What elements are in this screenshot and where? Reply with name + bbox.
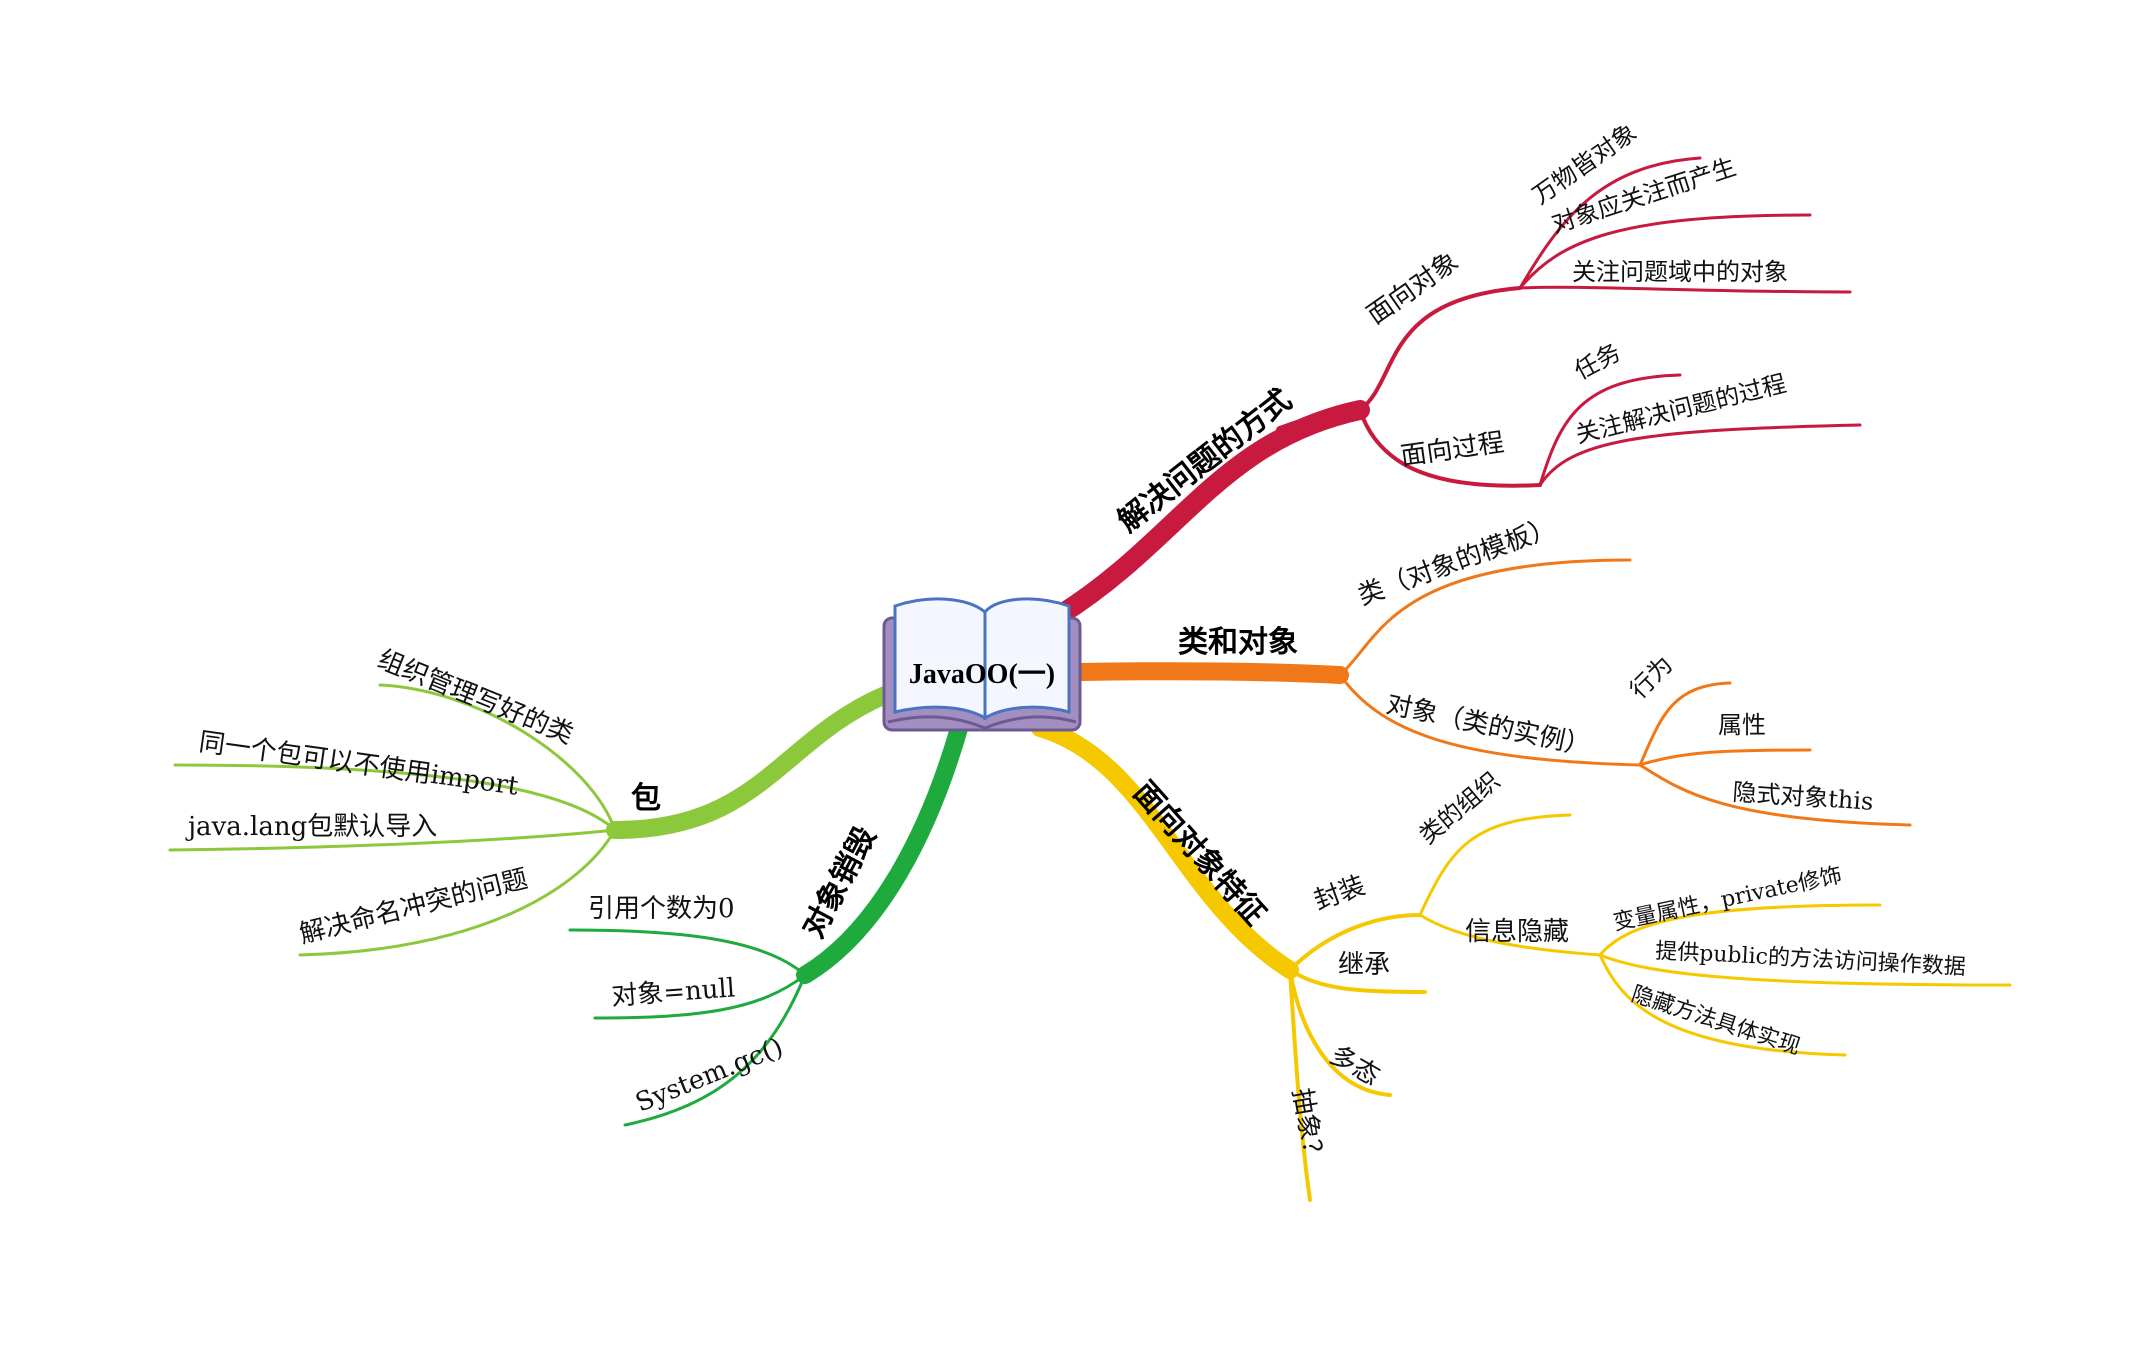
branch-solve-problem [1050,156,1862,625]
branch-class-stem [1338,558,1632,677]
leaf-line-encap-org [1418,813,1572,917]
main-topic-oo-features[interactable]: 面向对象特征 [1126,775,1272,932]
leaf-destroy-2[interactable]: 对象=null [610,973,736,1012]
topic-op[interactable]: 面向过程 [1399,428,1506,472]
topic-oo[interactable]: 面向对象 [1362,246,1464,330]
topic-abstraction[interactable]: 抽象？ [1286,1086,1329,1168]
leaf-obj-2[interactable]: 属性 [1718,711,1766,739]
branch-class-object [1071,558,1912,827]
open-book-icon [882,597,1082,732]
branch-class-object-trunk [1071,662,1349,684]
central-topic[interactable]: JavaOO(一) [882,597,1082,732]
leaf-line-destroy-1 [568,928,807,977]
leaf-line-obj-1 [1638,681,1732,767]
leaf-obj-1[interactable]: 行为 [1624,651,1678,705]
leaf-line-pkg-2 [173,763,617,832]
leaf-line-hide-1 [1598,903,1882,957]
leaf-line-oo-3 [1518,285,1852,294]
topic-encapsulation[interactable]: 封装 [1310,871,1369,917]
leaf-op-1[interactable]: 任务 [1570,338,1626,385]
leaf-line-oo-1 [1518,156,1702,290]
leaf-hide-1[interactable]: 变量属性，private修饰 [1611,863,1844,936]
leaf-line-pkg-4 [298,828,617,957]
leaf-package-1[interactable]: 组织管理写好的类 [373,645,577,751]
leaf-destroy-1[interactable]: 引用个数为0 [588,894,735,924]
leaf-destroy-3[interactable]: System.gc() [631,1032,787,1118]
branch-solve-problem-trunk [1050,400,1370,625]
leaf-line-obj-3 [1638,763,1912,827]
leaf-oo-3[interactable]: 关注问题域中的对象 [1572,258,1788,286]
topic-info-hiding[interactable]: 信息隐藏 [1465,917,1569,947]
branch-object-destroy [568,716,969,1127]
branch-object-stem [1338,673,1642,767]
branch-op-stem [1358,408,1542,488]
branch-hide-stem [1418,913,1602,957]
leaf-line-destroy-2 [593,973,807,1020]
branch-inherit-stem [1288,968,1427,994]
main-topic-solve-problem[interactable]: 解决问题的方式 [1111,382,1298,539]
leaf-line-op-1 [1538,373,1682,487]
branch-oo-stem [1358,286,1522,412]
leaf-line-pkg-3 [168,828,617,852]
branch-package-trunk [606,686,894,839]
branch-poly-stem [1288,968,1392,1097]
leaf-line-destroy-3 [623,973,807,1127]
branch-abstract-stem [1288,968,1312,1202]
leaf-line-oo-2 [1518,213,1812,290]
branch-encap-stem [1288,913,1422,972]
leaf-op-2[interactable]: 关注解决问题的过程 [1573,369,1789,448]
leaf-hide-3[interactable]: 隐藏方法具体实现 [1628,982,1803,1060]
topic-class[interactable]: 类（对象的模板） [1354,512,1560,611]
leaf-line-pkg-1 [378,683,617,832]
central-topic-title: JavaOO(一) [909,659,1055,690]
leaf-line-op-2 [1538,423,1862,487]
branch-solve-problem-trunk-end [1276,406,1364,434]
leaf-package-4[interactable]: 解决命名冲突的问题 [296,864,530,950]
branch-package [168,683,894,957]
leaf-line-hide-3 [1598,953,1847,1057]
branch-oo-features-trunk [1031,719,1299,979]
branch-object-destroy-trunk [796,716,969,984]
main-topic-package[interactable]: 包 [631,781,661,816]
branch-oo-features [1031,719,2012,1202]
leaf-line-obj-2 [1638,748,1812,767]
main-topic-class-object[interactable]: 类和对象 [1178,625,1298,660]
topic-inheritance[interactable]: 继承 [1338,950,1390,980]
leaf-line-hide-2 [1598,953,2012,987]
leaf-encap-org[interactable]: 类的组织 [1414,766,1506,849]
leaf-package-3[interactable]: java.lang包默认导入 [185,812,437,842]
